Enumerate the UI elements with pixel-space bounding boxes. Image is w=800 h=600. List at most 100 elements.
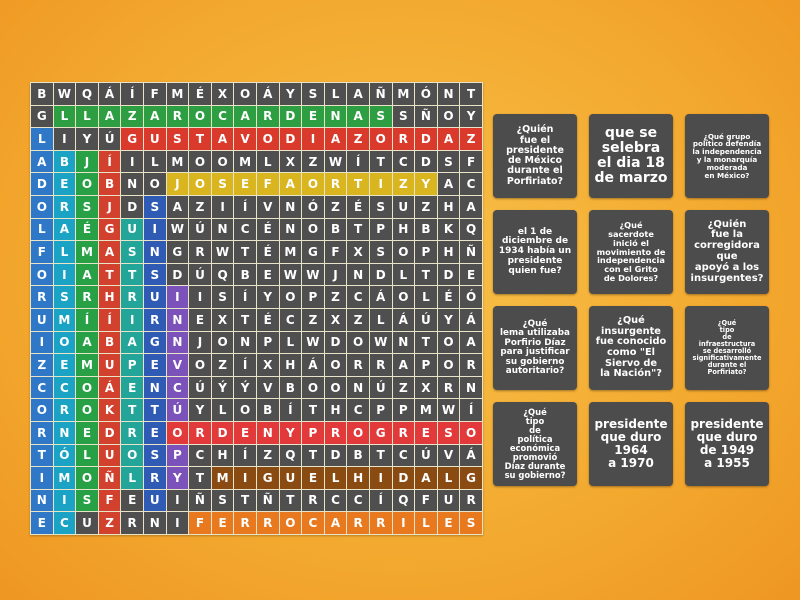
grid-cell[interactable]: S [166, 128, 189, 150]
grid-cell[interactable]: M [166, 150, 189, 173]
grid-cell[interactable]: S [211, 489, 234, 512]
grid-cell[interactable]: A [437, 128, 460, 150]
grid-cell[interactable]: D [324, 331, 347, 354]
clue-card-9[interactable]: ¿Qué tipo de infraestructura se desarrol… [685, 306, 769, 390]
grid-cell[interactable]: D [415, 128, 437, 150]
grid-cell[interactable]: A [347, 105, 369, 128]
grid-cell[interactable]: Z [324, 286, 347, 308]
grid-cell[interactable]: E [76, 421, 98, 444]
grid-cell[interactable]: W [302, 263, 324, 286]
clue-card-11[interactable]: presidente que duro 1964 a 1970 [589, 402, 673, 486]
grid-cell[interactable]: L [437, 467, 460, 489]
grid-cell[interactable]: Y [460, 105, 482, 128]
grid-cell[interactable]: Y [437, 308, 460, 331]
grid-cell[interactable]: S [76, 489, 98, 512]
grid-cell[interactable]: B [98, 173, 121, 195]
grid-cell[interactable]: M [53, 308, 76, 331]
grid-cell[interactable]: U [437, 489, 460, 512]
grid-cell[interactable]: O [31, 195, 53, 218]
grid-cell[interactable]: C [53, 512, 76, 534]
grid-cell[interactable]: O [31, 263, 53, 286]
grid-cell[interactable]: R [121, 512, 143, 534]
grid-cell[interactable]: C [347, 399, 369, 421]
clue-card-1[interactable]: ¿Quién fue el presidente de México duran… [493, 114, 577, 198]
grid-cell[interactable]: Í [98, 308, 121, 331]
grid-cell[interactable]: A [98, 241, 121, 263]
grid-cell[interactable]: W [166, 218, 189, 241]
grid-cell[interactable]: S [211, 286, 234, 308]
grid-cell[interactable]: Y [166, 467, 189, 489]
grid-cell[interactable]: L [76, 444, 98, 467]
grid-cell[interactable]: T [302, 399, 324, 421]
grid-cell[interactable]: U [143, 489, 166, 512]
grid-cell[interactable]: Á [256, 83, 279, 105]
grid-cell[interactable]: N [279, 195, 302, 218]
grid-cell[interactable]: A [98, 105, 121, 128]
grid-cell[interactable]: E [143, 354, 166, 376]
grid-cell[interactable]: M [415, 399, 437, 421]
grid-cell[interactable]: J [76, 150, 98, 173]
grid-cell[interactable]: Ó [415, 83, 437, 105]
grid-cell[interactable]: Z [415, 195, 437, 218]
grid-cell[interactable]: X [324, 308, 347, 331]
grid-cell[interactable]: E [234, 173, 256, 195]
grid-cell[interactable]: N [234, 331, 256, 354]
grid-cell[interactable]: B [324, 218, 347, 241]
grid-cell[interactable]: P [415, 354, 437, 376]
grid-cell[interactable]: S [143, 195, 166, 218]
grid-cell[interactable]: L [143, 150, 166, 173]
grid-cell[interactable]: I [166, 286, 189, 308]
grid-cell[interactable]: G [302, 241, 324, 263]
grid-cell[interactable]: P [166, 444, 189, 467]
grid-cell[interactable]: H [347, 467, 369, 489]
grid-cell[interactable]: S [53, 286, 76, 308]
grid-cell[interactable]: C [392, 150, 415, 173]
grid-cell[interactable]: U [98, 444, 121, 467]
grid-cell[interactable]: E [121, 489, 143, 512]
grid-cell[interactable]: É [437, 286, 460, 308]
grid-cell[interactable]: G [98, 218, 121, 241]
grid-cell[interactable]: Z [98, 512, 121, 534]
grid-cell[interactable]: V [166, 354, 189, 376]
grid-cell[interactable]: Ñ [98, 467, 121, 489]
grid-cell[interactable]: D [211, 421, 234, 444]
grid-cell[interactable]: O [189, 105, 211, 128]
grid-cell[interactable]: Q [460, 218, 482, 241]
grid-cell[interactable]: O [347, 421, 369, 444]
grid-cell[interactable]: S [76, 195, 98, 218]
grid-cell[interactable]: O [76, 399, 98, 421]
grid-cell[interactable]: T [369, 150, 392, 173]
grid-cell[interactable]: B [256, 399, 279, 421]
grid-cell[interactable]: O [256, 128, 279, 150]
grid-cell[interactable]: F [256, 173, 279, 195]
grid-cell[interactable]: I [121, 150, 143, 173]
grid-cell[interactable]: L [324, 83, 347, 105]
grid-cell[interactable]: O [31, 399, 53, 421]
grid-cell[interactable]: O [460, 421, 482, 444]
grid-cell[interactable]: T [279, 489, 302, 512]
grid-cell[interactable]: W [324, 150, 347, 173]
grid-cell[interactable]: R [121, 286, 143, 308]
grid-cell[interactable]: T [369, 444, 392, 467]
grid-cell[interactable]: C [347, 489, 369, 512]
grid-cell[interactable]: A [166, 195, 189, 218]
grid-cell[interactable]: N [143, 376, 166, 399]
grid-cell[interactable]: R [256, 512, 279, 534]
grid-cell[interactable]: A [76, 263, 98, 286]
grid-cell[interactable]: U [279, 467, 302, 489]
grid-cell[interactable]: C [324, 489, 347, 512]
grid-cell[interactable]: Á [460, 308, 482, 331]
grid-cell[interactable]: D [415, 150, 437, 173]
grid-cell[interactable]: Á [392, 308, 415, 331]
grid-cell[interactable]: T [460, 83, 482, 105]
grid-cell[interactable]: Q [76, 83, 98, 105]
grid-cell[interactable]: Á [460, 444, 482, 467]
grid-cell[interactable]: S [437, 150, 460, 173]
grid-cell[interactable]: A [31, 150, 53, 173]
grid-cell[interactable]: A [53, 218, 76, 241]
grid-cell[interactable]: D [437, 263, 460, 286]
grid-cell[interactable]: M [53, 467, 76, 489]
grid-cell[interactable]: Ú [189, 218, 211, 241]
grid-cell[interactable]: É [189, 83, 211, 105]
grid-cell[interactable]: N [460, 376, 482, 399]
